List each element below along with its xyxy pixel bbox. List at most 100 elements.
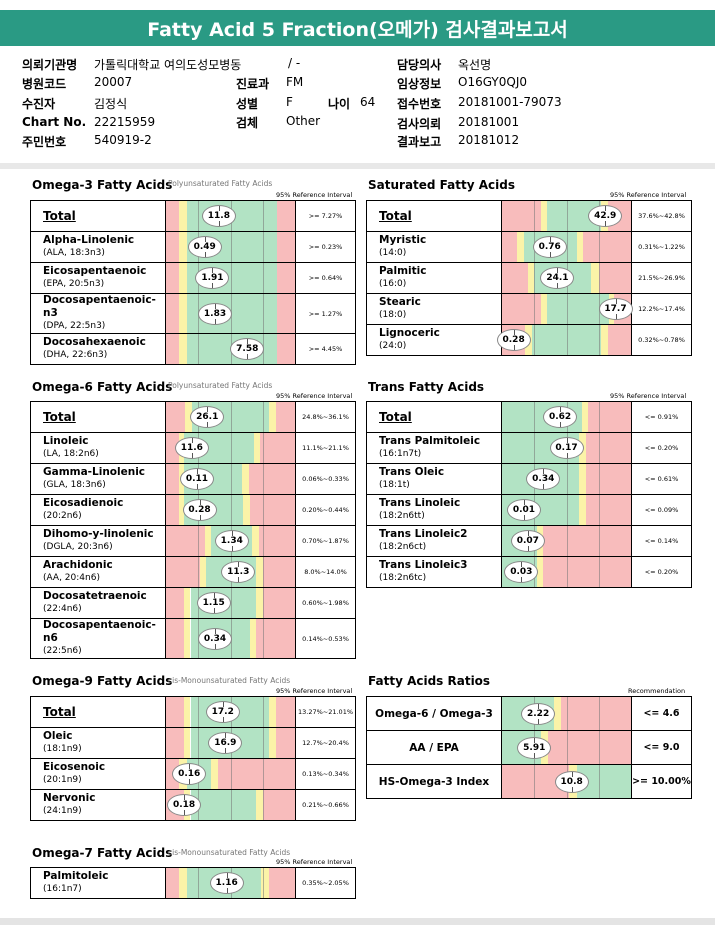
result-value-marker: 0.01 <box>506 499 541 521</box>
row-name: Omega-6 / Omega-3 <box>375 707 493 720</box>
range-bar: 0.03 <box>501 556 632 588</box>
code-label: 병원코드 <box>22 77 67 91</box>
range-zone <box>269 728 276 758</box>
row-code: (14:0) <box>379 248 407 258</box>
omega3-row: Docosahexaenoic (DHA, 22:6n3) 7.58 >= 4.45% <box>30 333 356 365</box>
range-bar: 7.58 <box>165 333 296 365</box>
result-value-marker: 0.62 <box>543 406 578 428</box>
grid-line <box>598 557 600 587</box>
range-zones <box>166 232 295 262</box>
range-zone <box>262 557 295 587</box>
range-zone <box>184 728 191 758</box>
collector-label: 수진자 <box>22 97 56 111</box>
range-zones <box>502 731 631 764</box>
row-name: Eicosapentaenoic <box>43 265 147 277</box>
row-label: Oleic (18:1n9) <box>30 727 166 759</box>
omega6-table: Total 26.1 24.8%~36.1% Linoleic (LA, 18:2n6)… <box>30 401 356 659</box>
row-code: (18:0) <box>379 310 407 320</box>
row-name: Docosatetraenoic <box>43 590 147 602</box>
range-bar: 0.62 <box>501 401 632 433</box>
grid-line <box>598 433 600 463</box>
range-zone <box>585 495 631 525</box>
row-label: Docosatetraenoic (22:4n6) <box>30 587 166 619</box>
grid-line <box>262 759 264 789</box>
reference-interval: 0.35%~2.05% <box>295 867 356 899</box>
range-bar: 0.34 <box>165 618 296 659</box>
range-zone <box>253 433 261 463</box>
report-date-value: 20181012 <box>458 133 520 147</box>
omega3-row: Total 11.8 >= 7.27% <box>30 200 356 232</box>
row-code: (18:2n6tt) <box>379 511 425 521</box>
grid-line <box>598 765 600 798</box>
reference-interval: >= 7.27% <box>295 200 356 232</box>
range-bar: 2.22 <box>501 696 632 731</box>
range-zone <box>275 697 295 727</box>
grid-line <box>262 868 264 898</box>
range-zone <box>166 232 179 262</box>
range-zone <box>256 790 263 820</box>
saturated-table: Total 42.9 37.6%~42.8% Myristic (14:0) 0.76 0.… <box>366 200 692 356</box>
reference-interval: 8.0%~14.0% <box>295 556 356 588</box>
row-name: Eicosenoic <box>43 761 106 773</box>
row-label: Total <box>30 200 166 232</box>
range-zone <box>579 495 586 525</box>
row-name: Alpha-Linolenic <box>43 234 135 246</box>
reference-interval: 12.7%~20.4% <box>295 727 356 759</box>
reference-interval: 0.60%~1.98% <box>295 587 356 619</box>
omega3-table: Total 11.8 >= 7.27% Alpha-Linolenic (ALA, 18… <box>30 200 356 365</box>
row-name: Palmitoleic <box>43 870 109 882</box>
range-bar: 5.91 <box>501 730 632 765</box>
ratios-ref-header: Recommendation <box>628 687 686 695</box>
row-name: Oleic <box>43 730 73 742</box>
range-zone <box>540 294 548 324</box>
row-name: Docosahexaenoic <box>43 336 146 348</box>
ratios-row: HS-Omega-3 Index 10.8 >= 10.00% <box>366 764 692 799</box>
result-value-marker: 42.9 <box>588 205 623 227</box>
row-name: Total <box>379 208 412 223</box>
reference-interval: 0.06%~0.33% <box>295 463 356 495</box>
sex-value: F <box>286 95 293 109</box>
row-name: Arachidonic <box>43 559 113 571</box>
ward-value: / - <box>288 56 301 70</box>
row-label: Dihomo-y-linolenic (DGLA, 20:3n6) <box>30 525 166 557</box>
omega9-ref-header: 95% Reference Interval <box>276 687 353 695</box>
grid-line <box>566 697 568 730</box>
grid-line <box>198 526 200 556</box>
grid-line <box>262 294 264 333</box>
reference-interval: >= 4.45% <box>295 333 356 365</box>
grid-line <box>534 402 536 432</box>
reference-interval: 0.20%~0.44% <box>295 494 356 526</box>
range-zones <box>166 402 295 432</box>
grid-line <box>566 731 568 764</box>
grid-line <box>566 201 568 231</box>
grid-line <box>198 728 200 758</box>
reference-interval: >= 1.27% <box>295 293 356 334</box>
trans-row: Trans Linoleic3 (18:2n6tc) 0.03 <= 0.20% <box>366 556 692 588</box>
age-value: 64 <box>360 95 376 109</box>
range-zone <box>548 731 631 764</box>
row-name: Trans Linoleic2 <box>379 528 468 540</box>
grid-line <box>534 201 536 231</box>
range-zone <box>249 495 295 525</box>
grid-line <box>262 464 264 494</box>
request-value: 20181001 <box>458 115 520 129</box>
grid-line <box>534 765 536 798</box>
ratios-row: AA / EPA 5.91 <= 9.0 <box>366 730 692 765</box>
footer-band <box>0 918 715 925</box>
row-name: Gamma-Linolenic <box>43 466 146 478</box>
range-zone <box>543 526 631 556</box>
range-bar: 0.01 <box>501 494 632 526</box>
reference-interval: 0.32%~0.78% <box>631 324 692 356</box>
grid-line <box>262 232 264 262</box>
row-label: Total <box>30 401 166 433</box>
row-label: Palmitic (16:0) <box>366 262 502 294</box>
grid-line <box>262 433 264 463</box>
grid-line <box>262 790 264 820</box>
result-value-marker: 0.76 <box>532 236 567 258</box>
grid-line <box>534 433 536 463</box>
range-zone <box>262 790 295 820</box>
sex-label: 성별 <box>236 97 259 111</box>
range-bar: 0.28 <box>496 324 632 356</box>
omega3-row: Alpha-Linolenic (ALA, 18:3n3) 0.49 >= 0.23% <box>30 231 356 263</box>
result-value-marker: 1.16 <box>209 872 244 894</box>
